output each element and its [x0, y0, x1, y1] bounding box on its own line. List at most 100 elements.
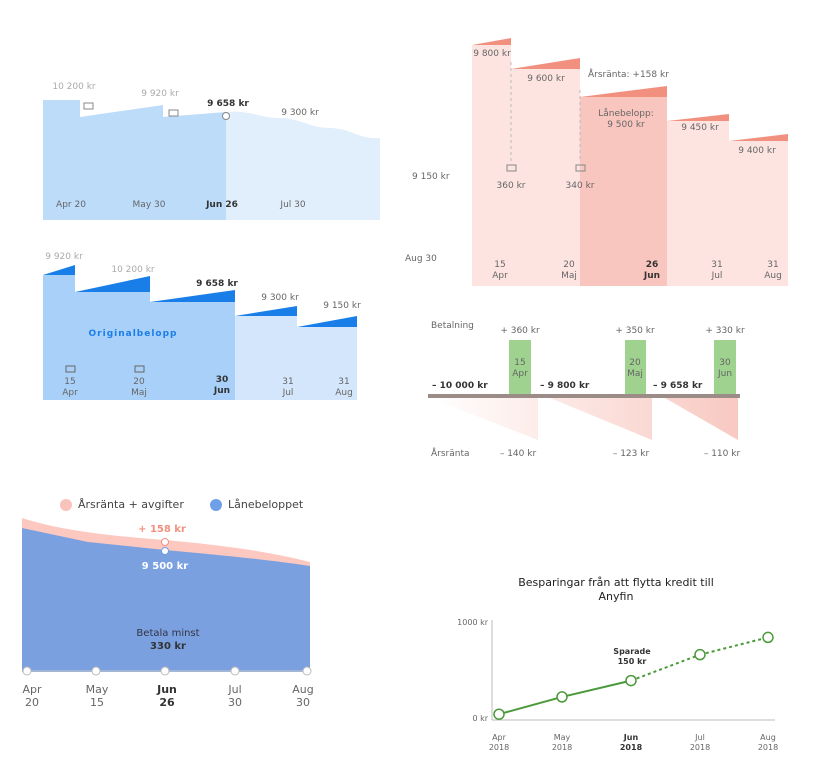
amount: 9 600 kr	[527, 74, 565, 84]
side-label: Aug 30	[405, 254, 437, 264]
area	[235, 316, 357, 400]
legend-swatch	[210, 499, 222, 511]
area	[22, 528, 310, 672]
side-label: 9 150 kr	[412, 172, 450, 182]
label: Årsränta	[431, 449, 470, 459]
card-icon	[83, 102, 94, 110]
x-tick-label: Jul 2018	[689, 733, 711, 752]
line-segment	[498, 695, 563, 716]
y-tick-label: 1000 kr	[457, 618, 488, 627]
point	[556, 691, 568, 703]
interest: Årsränta: +158 kr	[588, 70, 669, 80]
line-segment	[561, 679, 632, 698]
annotation: Sparade 150 kr	[613, 647, 651, 666]
date: 30 Jun	[213, 375, 231, 396]
card-icon	[65, 365, 76, 373]
amount: 9 658 kr	[196, 279, 238, 289]
date: Jul 30	[228, 683, 242, 709]
amount: 9 400 kr	[738, 146, 776, 156]
balance: – 9 800 kr	[540, 381, 590, 391]
area	[43, 100, 226, 220]
balance: – 10 000 kr	[432, 381, 488, 391]
amount: 9 920 kr	[141, 89, 179, 99]
interest: + 158 kr	[138, 524, 186, 535]
balance: – 9 658 kr	[653, 381, 703, 391]
x-tick-label: Apr 2018	[488, 733, 510, 752]
x-tick-label: Aug 2018	[757, 733, 779, 752]
point	[694, 648, 706, 661]
wedge	[43, 265, 357, 327]
amount: 10 200 kr	[111, 265, 155, 275]
y-tick-label: 0 kr	[472, 714, 488, 723]
area	[226, 111, 380, 220]
date: 30 Jun	[717, 358, 733, 379]
interest: – 110 kr	[703, 449, 741, 459]
amount: 9 658 kr	[207, 99, 249, 109]
point	[762, 631, 774, 644]
payment: + 350 kr	[615, 326, 655, 336]
area	[580, 97, 667, 286]
date: May 15	[85, 683, 109, 709]
legend-label: Årsränta + avgifter	[78, 498, 184, 511]
date: Jun 26	[157, 683, 177, 709]
date: Aug 30	[292, 683, 314, 709]
date: 20 Maj	[627, 358, 643, 379]
card-icon	[506, 164, 517, 172]
date: 15 Apr	[512, 358, 528, 379]
area	[43, 275, 235, 400]
interest: – 140 kr	[499, 449, 537, 459]
legend-swatch	[60, 499, 72, 511]
point	[493, 708, 505, 720]
x-tick-label: Jun 2018	[619, 733, 643, 752]
amount: 9 800 kr	[473, 49, 511, 59]
date: 26 Jun	[643, 260, 661, 281]
payment: 340 kr	[565, 181, 595, 191]
amount: 9 300 kr	[261, 293, 299, 303]
payment: + 360 kr	[500, 326, 540, 336]
date: Apr 20	[56, 200, 86, 210]
loan: 9 500 kr	[141, 561, 189, 572]
payment-bar	[625, 340, 646, 395]
wedge	[472, 38, 788, 141]
date: 15 Apr	[62, 377, 78, 398]
chart-title: Besparingar från att flytta kredit till …	[518, 576, 714, 603]
loan: Lånebelopp: 9 500 kr	[598, 109, 654, 130]
interest-wedge	[430, 398, 738, 440]
point	[222, 112, 230, 120]
date: Jul 30	[280, 200, 306, 210]
payment-bar	[714, 340, 736, 395]
label: Betala minst	[136, 628, 200, 639]
date: Apr 20	[22, 683, 42, 709]
amount: 9 450 kr	[681, 123, 719, 133]
amount: 9 150 kr	[323, 301, 361, 311]
label: Betalning	[431, 321, 474, 331]
x-tick-label: May 2018	[551, 733, 573, 752]
area	[472, 45, 580, 286]
interest: – 123 kr	[612, 449, 650, 459]
card-icon	[134, 365, 145, 373]
point	[625, 674, 637, 687]
line-segment	[699, 636, 769, 656]
area	[667, 121, 788, 286]
label: Originalbelopp	[88, 329, 178, 339]
date: 31 Jul	[711, 260, 723, 281]
line-segment	[630, 653, 701, 682]
amount: 9 920 kr	[45, 252, 83, 262]
card-icon	[575, 164, 586, 172]
baseline	[428, 394, 740, 398]
axis-points	[22, 666, 312, 676]
date: Jun 26	[206, 200, 238, 210]
date: 15 Apr	[492, 260, 508, 281]
date: 20 Maj	[561, 260, 577, 281]
date: 31 Aug	[335, 377, 353, 398]
amount: 10 200 kr	[52, 82, 96, 92]
date: 31 Aug	[764, 260, 782, 281]
legend-label: Lånebeloppet	[228, 498, 304, 511]
payment-bar	[509, 340, 531, 395]
amount: 330 kr	[150, 641, 186, 652]
card-icon	[168, 109, 179, 117]
payment: 360 kr	[496, 181, 526, 191]
date: 31 Jul	[282, 377, 294, 398]
